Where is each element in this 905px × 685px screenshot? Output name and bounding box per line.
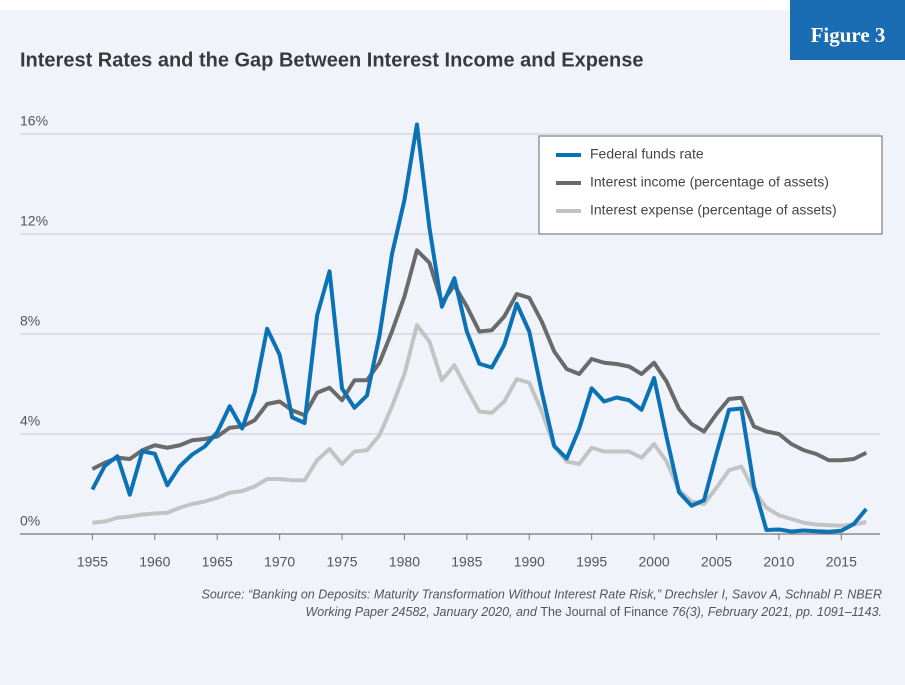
x-tick-label: 2000 bbox=[639, 554, 670, 570]
x-tick-label: 1985 bbox=[451, 554, 482, 570]
x-tick-label: 1970 bbox=[264, 554, 295, 570]
x-tick-label: 2005 bbox=[701, 554, 732, 570]
x-tick-label: 1955 bbox=[77, 554, 108, 570]
badge-box bbox=[790, 0, 905, 60]
x-tick-label: 2015 bbox=[826, 554, 857, 570]
y-tick-label: 16% bbox=[20, 113, 48, 129]
chart-title: Interest Rates and the Gap Between Inter… bbox=[20, 49, 644, 71]
series-line bbox=[90, 122, 868, 534]
series-line bbox=[91, 248, 868, 471]
legend-label: Interest income (percentage of assets) bbox=[590, 174, 829, 190]
x-tick-label: 1980 bbox=[389, 554, 420, 570]
legend-label: Federal funds rate bbox=[590, 146, 704, 162]
top-band bbox=[0, 0, 905, 10]
x-tick-label: 1975 bbox=[326, 554, 357, 570]
y-tick-label: 4% bbox=[20, 413, 40, 429]
series-line bbox=[92, 323, 867, 528]
source-part: 76(3), February 2021, pp. 1091–1143. bbox=[668, 605, 882, 619]
source-journal: The Journal of Finance bbox=[540, 605, 668, 619]
y-tick-label: 0% bbox=[20, 513, 40, 529]
x-tick-label: 2010 bbox=[763, 554, 794, 570]
badge: Figure 3 bbox=[811, 23, 886, 47]
y-tick-label: 8% bbox=[20, 313, 40, 329]
source-part: Working Paper 24582, January 2020, and bbox=[305, 605, 540, 619]
source: Working Paper 24582, January 2020, and T… bbox=[305, 605, 882, 619]
legend-label: Interest expense (percentage of assets) bbox=[590, 202, 837, 218]
legend-box bbox=[538, 135, 883, 235]
x-tick-label: 1965 bbox=[202, 554, 233, 570]
x-tick-label: 1995 bbox=[576, 554, 607, 570]
y-tick-label: 12% bbox=[20, 213, 48, 229]
x-tick-label: 1990 bbox=[514, 554, 545, 570]
x-tick-label: 1960 bbox=[139, 554, 170, 570]
source: Source: “Banking on Deposits: Maturity T… bbox=[202, 587, 883, 601]
